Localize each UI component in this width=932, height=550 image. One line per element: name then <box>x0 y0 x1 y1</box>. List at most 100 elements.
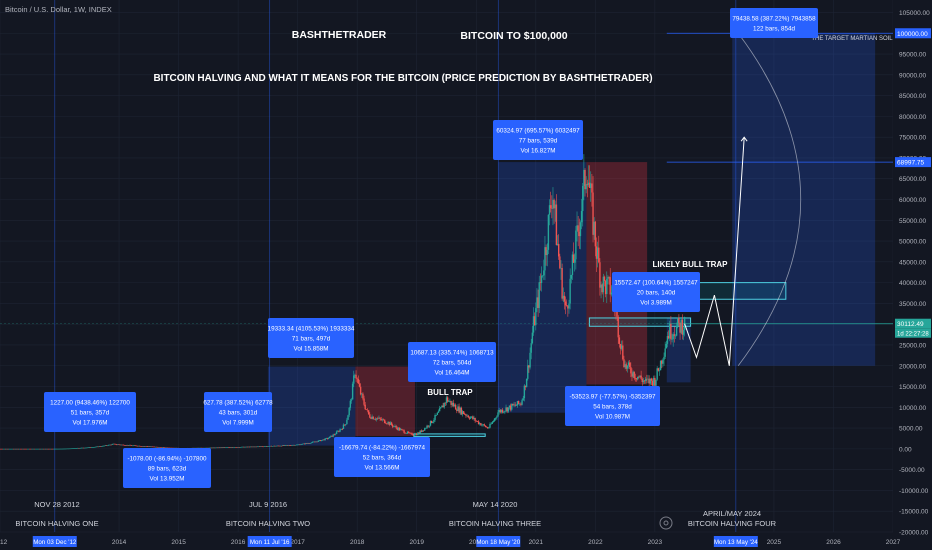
candle-body <box>374 419 377 420</box>
candle-body <box>89 447 92 448</box>
candle-body <box>267 446 269 447</box>
price-axis[interactable]: -20000.00 -15000.00 -10000.00 -5000.00 0.00 5… <box>893 0 932 550</box>
price-tag <box>895 318 931 329</box>
candle-body <box>594 221 597 247</box>
measure-text: Vol 3.989M <box>640 300 672 307</box>
candle-body <box>426 425 428 429</box>
candle-body <box>516 401 519 406</box>
candle-body <box>519 403 521 405</box>
candle-body <box>264 446 267 447</box>
candle-body <box>623 359 625 368</box>
target-soil-label: THE TARGET MARTIAN SOIL <box>811 36 893 42</box>
candle-body <box>563 295 566 302</box>
candle-body <box>675 326 678 336</box>
time-axis-bg <box>0 534 893 550</box>
candle-body <box>642 380 645 382</box>
candle-body <box>470 416 473 418</box>
candle-body <box>8 448 10 450</box>
candle-body <box>316 441 318 443</box>
bull-trap-label: BULL TRAP <box>427 388 473 397</box>
candle-body <box>419 430 421 434</box>
candle-body <box>619 343 622 349</box>
price-tag-label: 30112.49 <box>897 321 924 328</box>
candle-body <box>21 448 23 450</box>
candle-body <box>485 426 488 428</box>
candle-body <box>559 256 561 269</box>
candle-body <box>42 448 45 450</box>
candle-body <box>366 409 369 411</box>
candle-body <box>394 425 396 427</box>
measure-text: 52 bars, 364d <box>363 455 402 462</box>
candle-body <box>49 448 52 450</box>
candle-body <box>39 448 41 450</box>
candle-body <box>225 447 228 448</box>
date-tag-label: Mon 11 Jul '16 <box>250 539 290 546</box>
candle-body <box>330 435 332 437</box>
candle-body <box>283 445 285 446</box>
candle-body <box>479 423 481 425</box>
candle-body <box>71 448 73 450</box>
candle-body <box>40 448 42 450</box>
candle-body <box>276 445 278 447</box>
candle-body <box>9 448 12 450</box>
candle-body <box>543 270 545 276</box>
candle-body <box>552 199 554 209</box>
settings-icon[interactable] <box>659 516 673 530</box>
candle-body <box>150 446 152 448</box>
x-tick-label: 2014 <box>112 539 127 546</box>
measure-text: 72 bars, 504d <box>433 360 472 367</box>
candle-body <box>102 445 104 447</box>
bull-zone <box>498 162 587 413</box>
candle-body <box>655 379 657 386</box>
candle-body <box>662 359 664 364</box>
candle-body <box>148 446 150 447</box>
candle-body <box>301 443 303 445</box>
candle-body <box>671 339 673 340</box>
candle-body <box>540 275 543 284</box>
candle-body <box>653 377 655 386</box>
halving-date: APRIL/MAY 2024 <box>703 509 761 518</box>
halving-label: BITCOIN HALVING THREE <box>449 519 541 528</box>
candle-body <box>635 378 638 380</box>
candle-body <box>133 445 135 446</box>
candle-body <box>464 414 466 415</box>
candle-body <box>357 379 360 384</box>
candle-body <box>351 383 354 400</box>
candle-body <box>132 445 134 447</box>
y-tick-label: 45000.00 <box>899 259 926 266</box>
candle-body <box>562 295 564 299</box>
candle-body <box>48 448 50 450</box>
candle-body <box>23 448 25 450</box>
measure-text: -53523.97 (-77.57%) -5352397 <box>569 394 656 401</box>
candle-body <box>22 448 24 450</box>
measure-text: Vol 10.987M <box>595 414 630 421</box>
measure-box: 627.78 (387.52%) 62778 43 bars, 301d Vol 7… <box>203 392 273 432</box>
candle-body <box>160 447 163 448</box>
candle-body <box>579 222 582 237</box>
time-axis[interactable]: 2012201420152016201720182019202020212022… <box>0 534 901 550</box>
candle-body <box>578 231 581 237</box>
candle-body <box>617 316 619 338</box>
candle-body <box>38 448 40 450</box>
candle-body <box>468 417 471 419</box>
candle-body <box>438 408 441 412</box>
candle-body <box>3 448 6 450</box>
candle-body <box>7 448 9 450</box>
candle-body <box>369 414 371 418</box>
measure-box-bg <box>565 386 660 426</box>
measure-text: 122 bars, 854d <box>753 26 796 33</box>
candle-body <box>631 373 633 377</box>
candle-body <box>164 447 166 449</box>
candle-body <box>555 204 558 246</box>
candle-body <box>454 404 457 410</box>
measure-box: -16679.74 (-84.22%) -1667974 52 bars, 364… <box>334 437 430 477</box>
y-tick-label: 85000.00 <box>899 93 926 100</box>
candle-body <box>618 337 621 344</box>
projection-line <box>684 137 745 366</box>
candle-body <box>587 182 590 186</box>
candle-body <box>239 447 242 448</box>
candle-body <box>422 430 425 431</box>
candle-body <box>398 427 401 431</box>
candle-body <box>318 440 321 441</box>
